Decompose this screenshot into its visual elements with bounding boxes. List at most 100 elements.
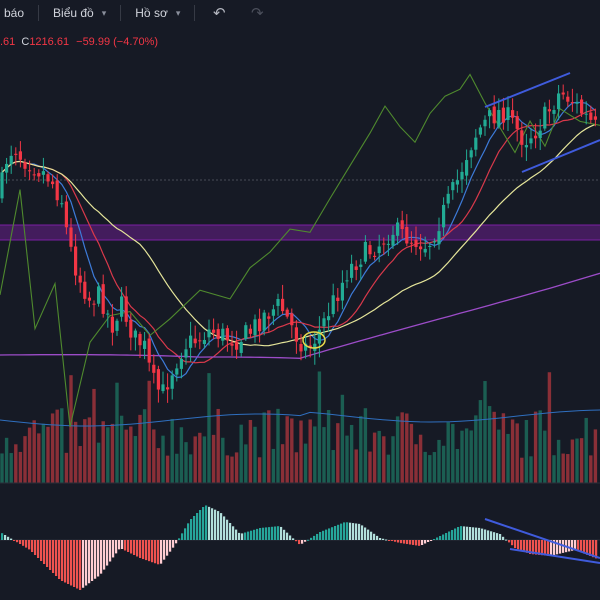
histogram-bar — [520, 540, 523, 551]
histogram-bar — [589, 540, 592, 556]
volume-bar — [271, 448, 276, 483]
volume-bar — [106, 427, 110, 483]
momentum-histogram — [0, 505, 600, 590]
histogram-bar — [55, 540, 58, 576]
volume-bar — [510, 419, 515, 483]
volume-bar — [55, 409, 59, 483]
volume-bar — [322, 427, 326, 483]
candle-body — [161, 384, 165, 392]
histogram-bar — [493, 532, 496, 540]
candle-body — [138, 333, 142, 346]
candle-body — [405, 226, 409, 244]
histogram-bar — [574, 540, 577, 550]
histogram-bar — [442, 534, 445, 540]
volume-bar — [234, 452, 239, 483]
histogram-bar — [583, 540, 586, 554]
alerts-button[interactable]: báo — [0, 0, 28, 26]
candle-body — [198, 340, 202, 342]
histogram-bar — [382, 538, 385, 540]
volume-pane — [0, 371, 600, 484]
volume-bar — [524, 420, 529, 483]
ma-fast-line — [1, 101, 596, 379]
drawings — [302, 72, 600, 564]
histogram-bar — [121, 540, 124, 549]
histogram-bar — [265, 527, 268, 540]
volume-bar — [142, 409, 147, 483]
histogram-bar — [79, 540, 82, 590]
candle-body — [382, 243, 386, 245]
chart-menu-button[interactable]: Biểu đồ ▾ — [49, 0, 110, 26]
histogram-bar — [496, 533, 499, 540]
profile-menu-button[interactable]: Hồ sơ ▾ — [131, 0, 184, 26]
histogram-bar — [160, 540, 163, 564]
histogram-bar — [343, 522, 346, 540]
histogram-bar — [460, 526, 463, 540]
volume-bar — [308, 419, 312, 483]
histogram-bar — [556, 540, 559, 555]
volume-bar — [294, 452, 299, 483]
volume-bar — [432, 452, 437, 483]
volume-bar — [129, 426, 133, 483]
histogram-bar — [145, 540, 148, 561]
volume-bar — [391, 436, 395, 483]
candle-body — [18, 151, 22, 160]
volume-bar — [464, 428, 469, 483]
volume-bar — [478, 400, 483, 483]
volume-bar — [543, 430, 547, 483]
volume-bar — [221, 437, 225, 483]
top-toolbar: báo Biểu đồ ▾ Hồ sơ ▾ ↶ ↷ — [0, 0, 600, 26]
histogram-bar — [355, 523, 358, 540]
ma-long-line — [0, 272, 600, 359]
histogram-bar — [541, 540, 544, 556]
histogram-bar — [154, 540, 157, 564]
histogram-bar — [484, 529, 487, 540]
histogram-bar — [40, 540, 43, 561]
candle-body — [437, 231, 441, 245]
candle-body — [184, 349, 188, 358]
candle-body — [193, 338, 197, 344]
volume-bar — [211, 434, 216, 483]
histogram-bar — [328, 528, 331, 540]
histogram-bar — [409, 540, 412, 545]
price-chart[interactable] — [0, 26, 600, 600]
histogram-bar — [571, 540, 574, 551]
volume-bar — [303, 443, 308, 483]
volume-bar — [147, 380, 151, 483]
volume-bar — [156, 448, 161, 483]
volume-bar — [414, 444, 418, 483]
histogram-bar — [172, 540, 175, 548]
redo-button[interactable]: ↷ — [243, 0, 271, 26]
histogram-bar — [103, 540, 106, 570]
undo-button[interactable]: ↶ — [205, 0, 233, 26]
volume-bar — [441, 445, 446, 483]
volume-bar — [529, 456, 533, 483]
histogram-bar — [469, 527, 472, 540]
histogram-bar — [361, 525, 364, 540]
histogram-bar — [307, 539, 310, 541]
histogram-bar — [199, 510, 202, 540]
histogram-bar — [163, 540, 166, 560]
histogram-bar — [166, 540, 169, 556]
candle-body — [317, 329, 321, 344]
candle-body — [529, 138, 533, 144]
histogram-bar — [430, 540, 433, 541]
candle-body — [345, 280, 349, 282]
histogram-bar — [301, 540, 304, 544]
volume-bar — [492, 411, 496, 483]
volume-bar — [267, 410, 271, 483]
candle-body — [83, 281, 87, 299]
histogram-bar — [250, 530, 253, 540]
ma-mid-line — [1, 108, 596, 364]
candle-body — [189, 335, 193, 348]
histogram-bar — [364, 527, 367, 540]
histogram-bar — [112, 540, 115, 558]
volume-bar — [50, 413, 55, 483]
volume-bar — [115, 382, 119, 483]
volume-bar — [175, 453, 179, 483]
histogram-bar — [514, 540, 517, 548]
histogram-trendline-lower — [509, 548, 600, 564]
histogram-bar — [481, 528, 484, 540]
chevron-down-icon: ▾ — [101, 7, 107, 18]
candle-body — [570, 102, 574, 104]
volume-bar — [589, 455, 593, 483]
